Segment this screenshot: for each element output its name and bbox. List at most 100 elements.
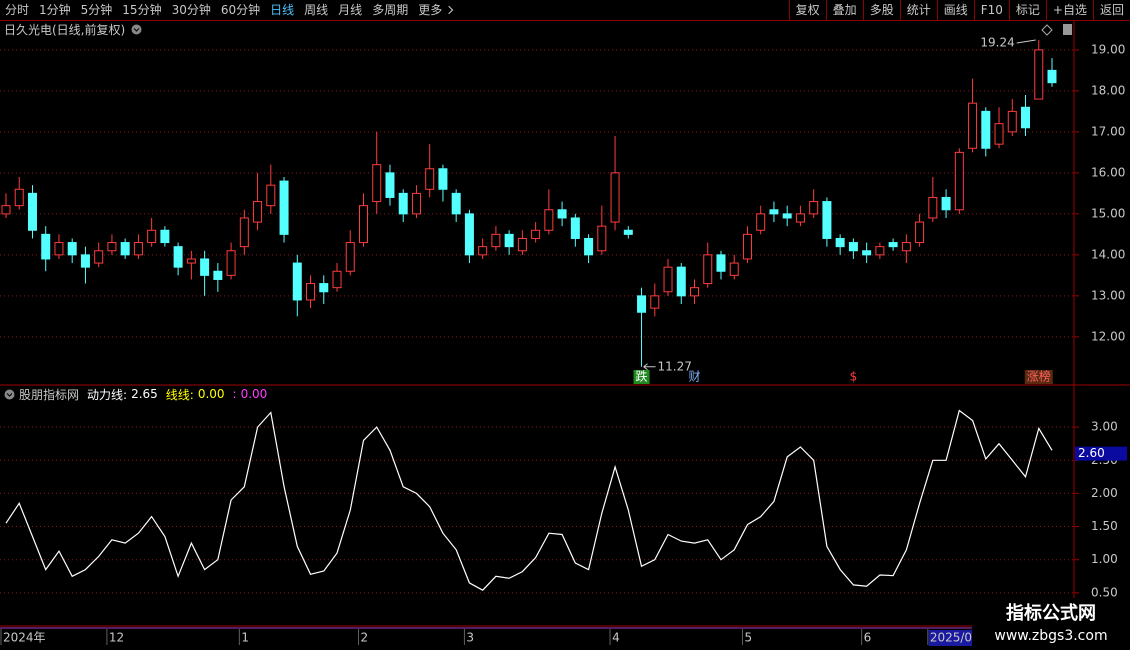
annotation-arrow	[643, 363, 656, 371]
annotation-line	[1016, 39, 1036, 44]
candle-body	[835, 237, 845, 248]
tool-button[interactable]: 多股	[862, 0, 900, 20]
candle-body	[584, 237, 594, 256]
candle-body	[557, 209, 567, 219]
candle-body	[1034, 49, 1044, 100]
stock-title: 日久光电(日线,前复权)	[4, 22, 126, 37]
y-tick-label: 19.00	[1091, 42, 1125, 56]
y-tick-label: 1.50	[1091, 519, 1118, 533]
candle-body	[425, 168, 435, 190]
candle-body	[160, 229, 170, 244]
indicator-title: 股朋指标网	[19, 387, 80, 402]
candle-body	[915, 221, 925, 244]
candle-body	[822, 201, 832, 239]
period-tab[interactable]: 30分钟	[171, 3, 211, 17]
watermark-title: 指标公式网	[1006, 602, 1096, 624]
candle-body	[173, 246, 183, 268]
event-marker-text: 财	[688, 370, 700, 384]
candle-body	[14, 188, 24, 207]
candle-body	[544, 209, 554, 231]
y-tick-label: 17.00	[1091, 124, 1125, 138]
period-tab[interactable]: 60分钟	[220, 3, 261, 17]
candle-body	[451, 192, 461, 215]
tool-button[interactable]: 画线	[936, 0, 974, 20]
candle-body	[332, 270, 342, 289]
period-tab[interactable]: 周线	[304, 3, 329, 17]
tool-button[interactable]: +自选	[1045, 0, 1093, 20]
candle-body	[862, 250, 872, 256]
candle-body	[226, 250, 236, 276]
candle-body	[491, 233, 501, 248]
candle-body	[650, 295, 660, 309]
diamond-icon[interactable]	[1041, 24, 1053, 36]
y-tick-label: 3.00	[1091, 420, 1118, 434]
candle-body	[147, 229, 157, 244]
event-marker[interactable]: 跌	[633, 369, 650, 385]
toolbar: 分时 1分钟 5分钟 15分钟 30分钟 60分钟 日线 周线 月线 多周期 更多 复权 叠加 多股 统计…	[0, 0, 1130, 21]
period-tab[interactable]: 多周期	[372, 3, 409, 17]
candle-body	[981, 110, 991, 149]
tool-button[interactable]: 返回	[1092, 0, 1130, 20]
y-tick-label: 13.00	[1091, 288, 1125, 302]
event-marker[interactable]: 涨榜	[1024, 369, 1053, 385]
date-label: 2	[360, 631, 368, 645]
candle-body	[253, 201, 263, 223]
date-highlight	[928, 630, 974, 646]
date-label: 2024年	[3, 631, 46, 645]
candle-body	[213, 270, 223, 280]
date-label: 12	[109, 631, 124, 645]
legend-label: :	[232, 387, 237, 401]
period-tab[interactable]: 日线	[270, 3, 295, 17]
period-tab[interactable]: 分时	[5, 3, 30, 17]
event-marker[interactable]: 财	[688, 370, 700, 384]
event-marker-text: 跌	[636, 369, 648, 384]
candle-body	[292, 262, 302, 301]
legend-value: 0.00	[197, 387, 225, 401]
max-label: 19.24	[980, 36, 1014, 50]
event-marker-text: 涨榜	[1027, 369, 1051, 384]
stock-header: 日久光电(日线,前复权)	[4, 22, 142, 37]
candle-body	[637, 295, 647, 313]
candle-body	[848, 242, 858, 252]
dropdown-icon[interactable]	[1063, 24, 1072, 35]
candle-body	[570, 217, 580, 239]
watermark: 指标公式网 www.zbgs3.com	[972, 598, 1130, 650]
dropdown-icon[interactable]	[131, 24, 142, 35]
y-tick-label: 1.00	[1091, 552, 1118, 566]
event-marker[interactable]: $	[850, 370, 858, 384]
period-tab[interactable]: 15分钟	[122, 3, 162, 17]
candle-body	[782, 213, 792, 219]
period-tab[interactable]: 1分钟	[39, 3, 71, 17]
candle-body	[41, 233, 51, 260]
period-tab[interactable]: 5分钟	[80, 3, 113, 17]
date-label: 6	[864, 631, 872, 645]
candle-body	[306, 283, 316, 301]
date-label: 1	[241, 631, 249, 645]
dropdown-icon[interactable]	[4, 389, 15, 400]
y-tick-label: 18.00	[1091, 83, 1125, 97]
candle-body	[901, 242, 911, 252]
date-label: 2025/0	[930, 631, 972, 645]
candle-body	[358, 205, 368, 244]
candle-body	[795, 213, 805, 223]
y-tick-label: 2.00	[1091, 486, 1118, 500]
tool-buttons: 复权 叠加 多股 统计 画线 F10 标记 +自选 返回	[788, 0, 1130, 20]
legend-value: 2.65	[131, 387, 158, 401]
date-label: 3	[466, 631, 474, 645]
candle-body	[345, 242, 355, 272]
candle-body	[239, 217, 249, 248]
y-tick-label: 15.00	[1091, 206, 1125, 220]
candle-body	[888, 242, 898, 248]
tool-button[interactable]: F10	[973, 0, 1009, 20]
tool-button[interactable]: 复权	[788, 0, 826, 20]
watermark-url: www.zbgs3.com	[994, 628, 1107, 644]
tool-button[interactable]: 标记	[1008, 0, 1046, 20]
candle-body	[716, 254, 726, 272]
tool-button[interactable]: 统计	[899, 0, 937, 20]
period-tab[interactable]: 月线	[338, 3, 363, 17]
period-tab[interactable]: 更多	[413, 0, 457, 20]
watermark-bg	[972, 598, 1130, 650]
tool-button[interactable]: 叠加	[825, 0, 863, 20]
candle-body	[120, 242, 130, 256]
